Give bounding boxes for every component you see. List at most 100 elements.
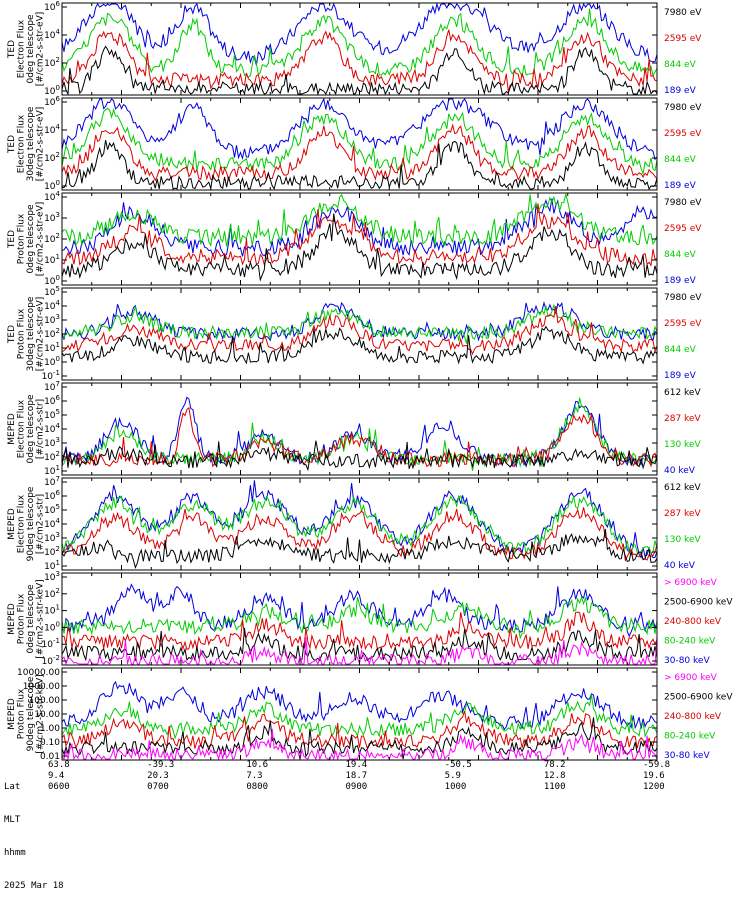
legend-item: 240-800 keV: [664, 617, 722, 627]
y-axis-label-line: 0deg telescope: [26, 394, 36, 464]
y-axis-label-line: Proton Flux: [16, 688, 26, 739]
y-tick-label: 101: [44, 341, 60, 354]
series-844-ev: [61, 107, 658, 176]
footer-label-hhmm: hhmm: [4, 848, 26, 858]
y-axis-label-line: 0deg telescope: [26, 584, 36, 654]
y-axis-label-line: [#/cm2-s-str]: [35, 494, 45, 554]
y-tick-label: 104: [44, 123, 60, 136]
y-axis-label-line: [#/cm2-s-str-keV]: [35, 579, 45, 658]
y-axis-label: TEDElectron Flux30deg telescope[#/cm2-s-…: [7, 106, 46, 181]
y-axis-label-line: 0deg telescope: [26, 14, 36, 84]
legend-item: 2500-6900 keV: [664, 598, 733, 608]
y-tick-label: 100.00: [29, 696, 61, 706]
footer-mlt-value: 5.9: [444, 771, 461, 781]
legend-item: 189 eV: [664, 181, 697, 191]
series-2500-6900-kev: [61, 717, 658, 760]
legend-item: 844 eV: [664, 60, 697, 70]
y-axis-label-line: MEPED: [7, 508, 17, 540]
y-tick-label: 102: [44, 545, 60, 558]
y-axis-label-line: 90deg telescope: [26, 676, 36, 751]
series-844-ev: [61, 303, 658, 344]
y-axis-label: MEPEDElectron Flux90deg telescope[#/cm2-…: [7, 486, 46, 561]
legend-item: 240-800 keV: [664, 712, 722, 722]
y-axis-label-line: [#/cm2-s-str]: [35, 399, 45, 459]
y-tick-label: 102: [44, 232, 60, 245]
series-130-kev: [61, 495, 658, 556]
legend-item: 7980 eV: [664, 198, 702, 208]
y-tick-label: 0.01: [40, 752, 60, 762]
footer-hhmm-value: 1200: [643, 782, 665, 792]
legend-item: 80-240 keV: [664, 732, 716, 742]
footer-mlt-value: 19.6: [643, 771, 665, 781]
panel-8: 10000.001000.00100.0010.001.000.100.01ME…: [7, 667, 733, 762]
y-tick-label: 103: [44, 531, 60, 544]
series-7980-ev: [61, 213, 658, 282]
footer-mlt-value: 18.7: [345, 771, 368, 781]
series-2500-6900-kev: [61, 627, 658, 662]
footer-column: 63.8 9.4 0600: [48, 760, 70, 793]
y-axis-label-line: 30deg telescope: [26, 296, 36, 371]
y-tick-label: 106: [44, 489, 60, 502]
legend-item: 30-80 keV: [664, 656, 710, 666]
y-axis-label-line: [#/cm2-s-str-eV]: [35, 202, 45, 277]
footer-lat-value: -50.5: [444, 760, 472, 770]
y-tick-label: 102: [44, 450, 60, 463]
y-axis-label-line: 30deg telescope: [26, 106, 36, 181]
footer-lat-value: -59.8: [643, 760, 671, 770]
series-612-kev: [61, 529, 658, 570]
series-7980-ev: [61, 325, 658, 365]
y-axis-label-line: [#/cm2-s-str-eV]: [35, 12, 45, 87]
y-tick-label: 105: [44, 503, 60, 516]
legend-item: 287 keV: [664, 414, 701, 424]
y-axis-label: TEDElectron Flux0deg telescope[#/cm2-s-s…: [7, 12, 46, 87]
y-axis-label-line: Electron Flux: [16, 114, 26, 173]
y-tick-label: 100: [44, 620, 60, 633]
y-axis-label-line: Electron Flux: [16, 399, 26, 458]
y-axis-label: MEPEDElectron Flux0deg telescope[#/cm2-s…: [7, 394, 46, 464]
legend-item: 30-80 keV: [664, 751, 710, 761]
footer-mlt-value: 12.8: [543, 771, 566, 781]
footer-mlt-value: 20.3: [147, 771, 169, 781]
y-axis-label-line: Proton Flux: [16, 213, 26, 264]
series-80-240-kev: [61, 595, 658, 640]
series-844-ev: [61, 193, 658, 247]
series--6900-kev: [61, 728, 658, 761]
y-axis-label-line: [#/cm2-s-str-eV]: [35, 297, 45, 372]
legend-item: 40 keV: [664, 466, 696, 476]
y-tick-label: 10000.00: [17, 668, 60, 678]
y-axis-label-line: TED: [7, 135, 17, 154]
y-axis-label: TEDProton Flux0deg telescope[#/cm2-s-str…: [7, 202, 46, 277]
y-axis-label-line: 0deg telescope: [26, 204, 36, 274]
legend-item: 2500-6900 keV: [664, 693, 733, 703]
legend-item: 287 keV: [664, 509, 701, 519]
legend-item: 2595 eV: [664, 129, 702, 139]
legend-item: 844 eV: [664, 345, 697, 355]
y-axis-label-line: MEPED: [7, 698, 17, 730]
y-tick-label: 102: [44, 587, 60, 600]
series-240-800-kev: [62, 611, 658, 651]
footer-column: 19.4 18.7 0900: [346, 760, 368, 793]
legend-item: 844 eV: [664, 155, 697, 165]
y-axis-label: TEDProton Flux30deg telescope[#/cm2-s-st…: [7, 296, 46, 371]
legend-item: 130 keV: [664, 440, 701, 450]
y-tick-label: 104: [44, 28, 60, 41]
footer-lat-value: 78.2: [543, 760, 566, 770]
footer-lat-value: 19.4: [345, 760, 368, 770]
y-tick-label: 102: [44, 56, 60, 69]
legend-item: 189 eV: [664, 86, 697, 96]
legend-item: > 6900 keV: [664, 673, 718, 683]
series-2595-ev: [61, 29, 658, 92]
legend-item: 844 eV: [664, 250, 697, 260]
footer-label-mlt: MLT: [4, 815, 21, 825]
y-axis-label-line: [#/cm2-s-str-keV]: [35, 674, 45, 753]
series-844-ev: [61, 8, 658, 78]
series-7980-ev: [61, 139, 658, 191]
footer-lat-value: -39.3: [147, 760, 175, 770]
y-tick-label: 104: [44, 422, 60, 435]
legend-item: 2595 eV: [664, 224, 702, 234]
